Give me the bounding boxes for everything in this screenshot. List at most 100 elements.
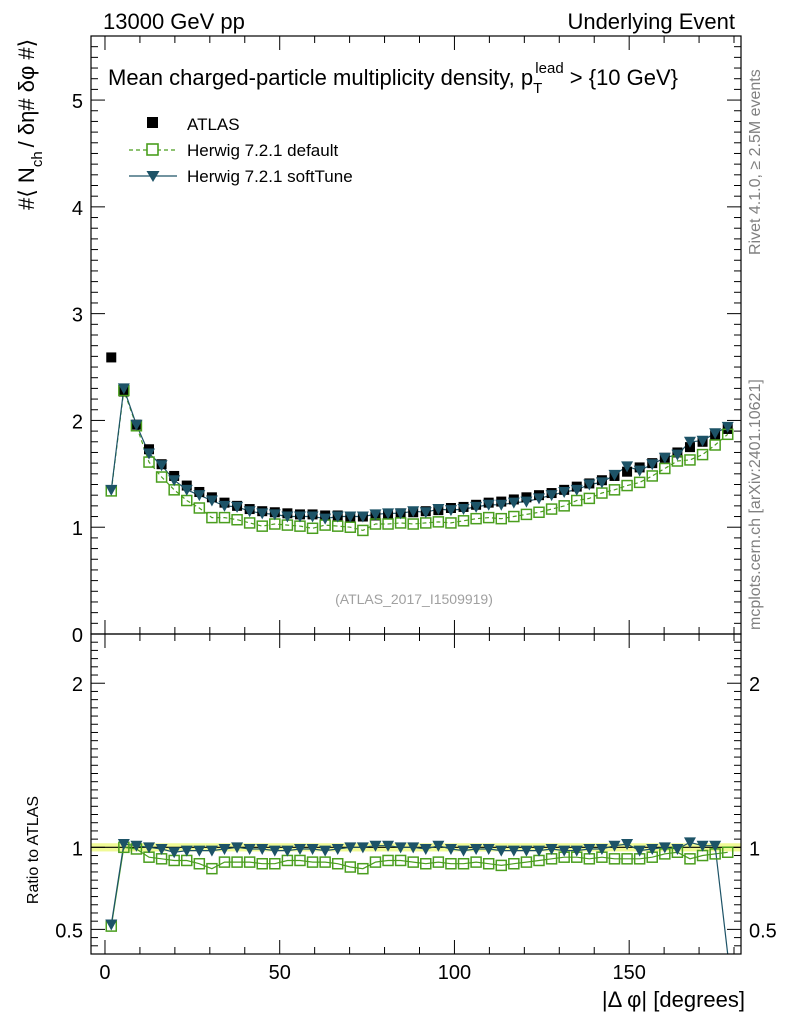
- analysis-tag: (ATLAS_2017_I1509919): [335, 591, 493, 607]
- softtune-point: [457, 504, 470, 516]
- y-tick-label: 2: [72, 411, 83, 433]
- default-point: [193, 502, 206, 514]
- softtune-point: [671, 449, 684, 461]
- ratio-softtune-point: [319, 845, 332, 857]
- default-point: [432, 516, 445, 528]
- ratio-softtune-point: [256, 843, 269, 855]
- legend: ATLAS Herwig 7.2.1 default Herwig 7.2.1 …: [129, 115, 353, 186]
- softtune-point: [117, 383, 130, 395]
- ratio-default-point: [306, 856, 319, 868]
- default-point: [608, 484, 621, 496]
- default-point: [206, 511, 218, 524]
- ratio-default-point: [331, 857, 344, 870]
- ratio-softtune-point: [533, 845, 546, 857]
- softtune-point: [268, 509, 281, 521]
- mcplots-label: mcplots.cern.ch [arXiv:2401.10621]: [747, 379, 764, 630]
- softtune-point: [683, 436, 696, 448]
- ratio-default-point: [231, 856, 243, 868]
- softtune-point: [331, 511, 344, 523]
- softtune-point: [545, 490, 558, 502]
- softtune-point: [293, 511, 306, 523]
- ratio-default-point: [294, 854, 306, 867]
- default-point: [407, 518, 419, 530]
- softtune-point: [558, 486, 571, 498]
- ratio-series-layer: [105, 837, 734, 955]
- default-point: [482, 511, 495, 524]
- default-point: [558, 500, 570, 512]
- title-sup: lead: [535, 60, 563, 77]
- default-point: [508, 510, 520, 523]
- default-point: [533, 506, 545, 519]
- softtune-point: [507, 497, 520, 509]
- default-point: [495, 512, 508, 525]
- softtune-point: [621, 461, 634, 473]
- y-tick-label-right: 1: [749, 838, 760, 860]
- ratio-ylabel: Ratio to ATLAS: [25, 796, 42, 904]
- ratio-softtune-point: [281, 845, 294, 857]
- y-tick-label-right: 2: [749, 674, 760, 696]
- ratio-softtune-point: [218, 843, 231, 855]
- softtune-point: [105, 484, 118, 496]
- default-point: [520, 508, 533, 521]
- default-point: [306, 522, 319, 535]
- ratio-softtune-point: [369, 840, 382, 852]
- ratio-softtune-point: [482, 843, 495, 855]
- ratio-softtune-point: [168, 847, 181, 859]
- ratio-default-point: [243, 856, 256, 868]
- ratio-softtune-point: [495, 845, 508, 857]
- default-point: [256, 520, 268, 532]
- ratio-default-line: [110, 846, 728, 927]
- default-point: [633, 476, 646, 489]
- x-tick-label: 150: [612, 962, 645, 984]
- softtune-point: [143, 448, 156, 460]
- ratio-softtune-point: [608, 840, 621, 852]
- softtune-point: [130, 419, 143, 431]
- ratio-softtune-point: [520, 845, 533, 857]
- default-point: [696, 448, 709, 461]
- ratio-default-point: [508, 857, 520, 870]
- ratio-default-point: [495, 859, 508, 872]
- y-tick-label: 4: [72, 198, 83, 220]
- softtune-point: [281, 511, 294, 523]
- plot-title: Mean charged-particle multiplicity densi…: [108, 60, 678, 97]
- title-tail: > {10 GeV}: [564, 65, 678, 90]
- ratio-softtune-point: [583, 843, 596, 855]
- softtune-point: [419, 507, 432, 519]
- softtune-point: [533, 493, 546, 505]
- ratio-default-point: [621, 853, 633, 865]
- softtune-point: [193, 490, 206, 502]
- softtune-point: [482, 499, 495, 511]
- ratio-default-point: [382, 854, 394, 867]
- y-tick-label-right: 0.5: [749, 920, 777, 942]
- ratio-softtune-point: [683, 837, 696, 849]
- softtune-point: [306, 511, 319, 523]
- ratio-softtune-point: [570, 845, 583, 857]
- softtune-point: [369, 509, 382, 521]
- ratio-softtune-point: [444, 843, 457, 855]
- ratio-softtune-point: [344, 842, 357, 854]
- softtune-point: [205, 495, 218, 507]
- ratio-softtune-point: [595, 843, 608, 855]
- ratio-softtune-point: [646, 843, 659, 855]
- y-tick-label: 5: [72, 91, 83, 113]
- ratio-default-point: [482, 857, 495, 870]
- ratio-softtune-point: [268, 845, 281, 857]
- ratio-softtune-point: [507, 845, 520, 857]
- softtune-point: [608, 469, 621, 481]
- default-point: [621, 479, 633, 492]
- ratio-xticks: 0 50 100 150: [99, 634, 735, 984]
- softtune-point: [696, 435, 709, 447]
- ratio-default-point: [206, 862, 218, 875]
- softtune-point: [495, 499, 508, 511]
- ratio-default-point: [432, 856, 445, 868]
- legend-atlas-marker: [147, 117, 158, 128]
- softtune-point: [520, 496, 533, 508]
- ratio-softtune-point: [432, 840, 445, 852]
- default-point: [457, 515, 470, 527]
- title-sub: T: [533, 80, 542, 97]
- softtune-point: [382, 508, 395, 520]
- header-left: 13000 GeV pp: [103, 9, 245, 34]
- title-main: Mean charged-particle multiplicity densi…: [108, 65, 533, 90]
- softtune-point: [243, 506, 256, 518]
- softtune-point: [256, 508, 269, 520]
